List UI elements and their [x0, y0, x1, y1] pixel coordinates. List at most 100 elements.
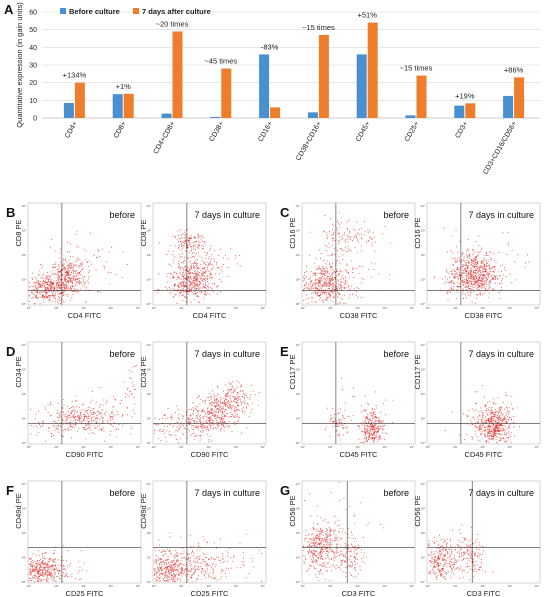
event-dot — [381, 420, 383, 422]
event-dot — [188, 239, 190, 241]
event-dot — [50, 275, 52, 277]
y-axis-label: CD117 PE — [288, 355, 297, 390]
event-dot — [489, 437, 491, 440]
event-dot — [305, 283, 307, 285]
event-dot — [338, 294, 340, 296]
event-dot — [54, 297, 56, 299]
event-dot — [475, 276, 477, 278]
event-dot — [328, 284, 330, 286]
event-dot — [189, 243, 191, 245]
event-dot — [228, 425, 230, 427]
event-dot — [229, 401, 231, 404]
event-dot — [53, 576, 56, 579]
event-dot — [368, 431, 370, 433]
event-dot — [467, 266, 469, 268]
event-dot — [181, 414, 183, 417]
event-dot — [208, 420, 210, 422]
event-dot — [465, 262, 467, 264]
event-dot — [337, 232, 339, 234]
event-dot — [312, 287, 314, 289]
event-dot — [214, 411, 216, 413]
event-dot — [103, 267, 105, 269]
event-dot — [51, 279, 53, 281]
event-dot — [28, 295, 31, 297]
x-decade-label: 10¹ — [179, 445, 183, 449]
event-dot — [332, 407, 334, 410]
event-dot — [195, 260, 197, 262]
event-dot — [452, 289, 455, 291]
event-dot — [377, 441, 379, 443]
event-dot — [196, 405, 198, 407]
event-dot — [324, 281, 326, 283]
y-decade-label: 10⁴ — [420, 343, 425, 347]
event-dot — [473, 258, 475, 260]
event-dot — [65, 278, 67, 280]
event-dot — [484, 429, 486, 431]
event-dot — [107, 420, 109, 422]
event-dot — [79, 421, 81, 423]
event-dot — [356, 286, 358, 288]
event-dot — [81, 404, 83, 406]
event-dot — [452, 273, 454, 275]
event-dot — [71, 426, 73, 428]
event-dot — [323, 272, 325, 274]
event-dot — [360, 237, 362, 239]
event-dot — [378, 437, 380, 439]
event-dot — [326, 268, 328, 270]
event-dot — [62, 264, 64, 267]
event-dot — [177, 418, 179, 420]
event-dot — [179, 277, 181, 279]
event-dot — [473, 278, 475, 280]
event-dot — [237, 397, 239, 399]
event-dot — [331, 282, 333, 284]
event-dot — [206, 408, 208, 410]
event-dot — [232, 391, 234, 393]
event-dot — [360, 405, 362, 407]
event-dot — [480, 265, 482, 267]
event-dot — [369, 431, 372, 433]
event-dot — [494, 428, 496, 430]
event-dot — [321, 290, 323, 292]
event-dot — [477, 271, 479, 273]
event-dot — [68, 262, 70, 264]
event-dot — [487, 434, 489, 436]
event-dot — [109, 283, 111, 285]
event-dot — [326, 280, 328, 282]
event-dot — [471, 408, 473, 410]
event-dot — [92, 420, 94, 422]
event-dot — [38, 285, 40, 287]
event-dot — [478, 277, 480, 279]
event-dot — [235, 409, 237, 412]
event-dot — [373, 431, 375, 434]
event-dot — [185, 282, 187, 284]
event-dot — [329, 296, 332, 298]
y-tick-label: 20 — [29, 80, 37, 87]
event-dot — [119, 403, 121, 405]
event-dot — [34, 418, 36, 420]
event-dot — [502, 430, 504, 432]
event-dot — [184, 285, 186, 288]
event-dot — [315, 286, 318, 288]
event-dot — [199, 255, 201, 257]
event-dot — [185, 270, 187, 272]
event-dot — [223, 397, 225, 400]
event-dot — [477, 391, 479, 393]
event-dot — [79, 280, 81, 282]
event-dot — [312, 272, 314, 274]
event-dot — [502, 264, 504, 266]
event-dot — [222, 425, 224, 427]
event-dot — [55, 280, 57, 282]
x-decade-label: 10³ — [383, 445, 387, 449]
event-dot — [497, 424, 499, 426]
event-dot — [504, 433, 506, 435]
event-dot — [482, 274, 485, 276]
event-dot — [476, 281, 478, 284]
event-dot — [358, 272, 360, 274]
event-dot — [338, 424, 341, 426]
event-dot — [47, 280, 49, 282]
event-dot — [229, 394, 231, 396]
event-dot — [132, 366, 134, 368]
x-axis-label: CD45 FITC — [465, 450, 504, 459]
event-dot — [243, 407, 245, 409]
event-dot — [67, 410, 69, 412]
